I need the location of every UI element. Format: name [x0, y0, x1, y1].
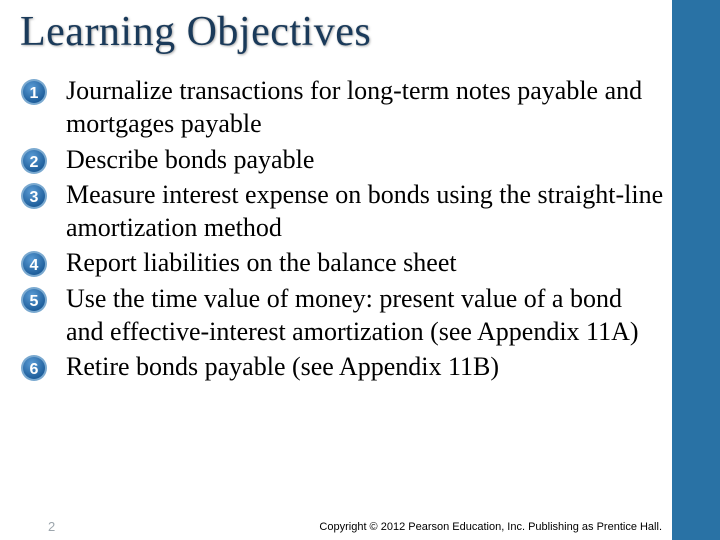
number-bullet-icon: 6: [20, 354, 48, 382]
objective-text: Measure interest expense on bonds using …: [66, 178, 665, 245]
svg-text:3: 3: [30, 189, 39, 206]
objective-text: Journalize transactions for long-term no…: [66, 74, 665, 141]
svg-text:4: 4: [30, 257, 39, 274]
number-bullet-icon: 2: [20, 147, 48, 175]
list-item: 1 Journalize transactions for long-term …: [20, 74, 665, 141]
list-item: 4 Report liabilities on the balance shee…: [20, 246, 665, 279]
objective-text: Use the time value of money: present val…: [66, 282, 665, 349]
objective-text: Describe bonds payable: [66, 143, 314, 176]
svg-text:1: 1: [30, 85, 39, 102]
svg-text:2: 2: [30, 154, 39, 171]
objectives-list: 1 Journalize transactions for long-term …: [20, 74, 665, 383]
copyright-text: Copyright © 2012 Pearson Education, Inc.…: [319, 521, 662, 533]
list-item: 5 Use the time value of money: present v…: [20, 282, 665, 349]
objective-text: Report liabilities on the balance sheet: [66, 246, 457, 279]
list-item: 3 Measure interest expense on bonds usin…: [20, 178, 665, 245]
list-item: 6 Retire bonds payable (see Appendix 11B…: [20, 350, 665, 383]
number-bullet-icon: 1: [20, 78, 48, 106]
svg-text:6: 6: [30, 361, 39, 378]
slide-content: Learning Objectives 1 Journalize transac…: [0, 0, 720, 383]
page-number: 2: [48, 519, 55, 534]
slide-footer: 2 Copyright © 2012 Pearson Education, In…: [0, 519, 672, 534]
number-bullet-icon: 4: [20, 250, 48, 278]
number-bullet-icon: 3: [20, 182, 48, 210]
number-bullet-icon: 5: [20, 286, 48, 314]
objective-text: Retire bonds payable (see Appendix 11B): [66, 350, 499, 383]
svg-text:5: 5: [30, 293, 39, 310]
list-item: 2 Describe bonds payable: [20, 143, 665, 176]
page-title: Learning Objectives: [20, 8, 665, 56]
vertical-accent-bar: [672, 0, 720, 540]
